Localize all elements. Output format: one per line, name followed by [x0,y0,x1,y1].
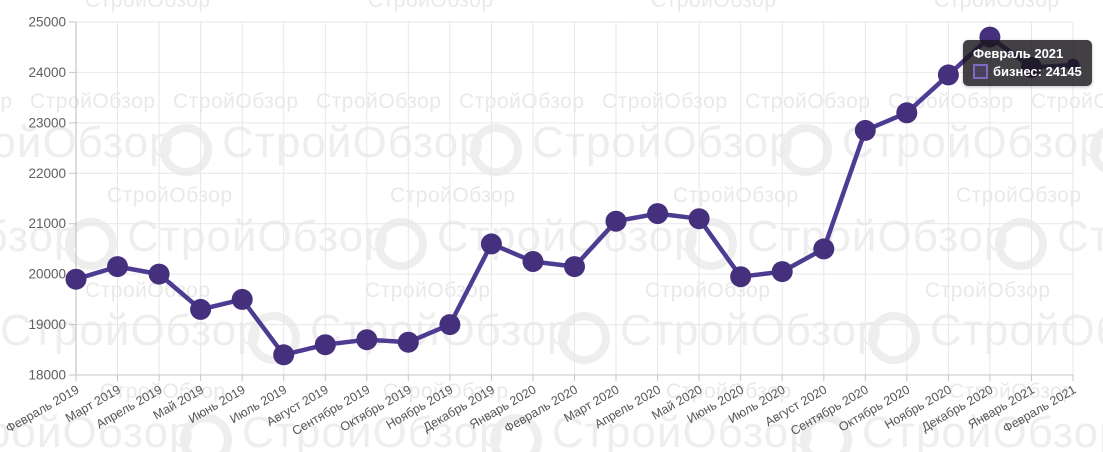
chart-tooltip: Февраль 2021 бизнес: 24145 [963,40,1092,86]
data-point[interactable] [813,238,835,260]
data-point[interactable] [65,268,87,290]
data-point[interactable] [231,288,253,310]
y-tick-label: 22000 [28,166,66,181]
y-tick-label: 21000 [28,216,66,231]
tooltip-body: бизнес: 24145 [993,64,1082,79]
y-tick-label: 19000 [28,317,66,332]
data-point[interactable] [397,331,419,353]
data-point[interactable] [522,251,544,272]
tooltip-series-row: бизнес: 24145 [973,64,1082,79]
data-point[interactable] [480,233,502,255]
y-tick-label: 18000 [28,368,66,383]
data-point[interactable] [605,210,627,232]
data-point[interactable] [273,344,295,366]
x-tick-label: Февраль 2021 [1000,382,1078,435]
data-point[interactable] [564,256,585,278]
data-point[interactable] [730,266,752,288]
tooltip-title: Февраль 2021 [973,46,1064,61]
y-tick-label: 24000 [28,65,66,80]
data-point[interactable] [854,119,876,141]
data-point[interactable] [107,256,128,278]
data-point[interactable] [771,261,793,283]
data-point[interactable] [148,263,170,285]
y-tick-label: 25000 [28,15,66,30]
data-point[interactable] [647,203,669,225]
data-point[interactable] [314,334,336,356]
data-point[interactable] [688,208,710,230]
data-point[interactable] [190,298,212,320]
data-point[interactable] [896,102,918,124]
data-point[interactable] [439,314,461,336]
y-tick-label: 20000 [28,267,66,282]
data-point[interactable] [937,64,959,86]
y-tick-label: 23000 [28,115,66,130]
series-color-swatch [973,64,988,79]
data-point[interactable] [356,329,378,351]
